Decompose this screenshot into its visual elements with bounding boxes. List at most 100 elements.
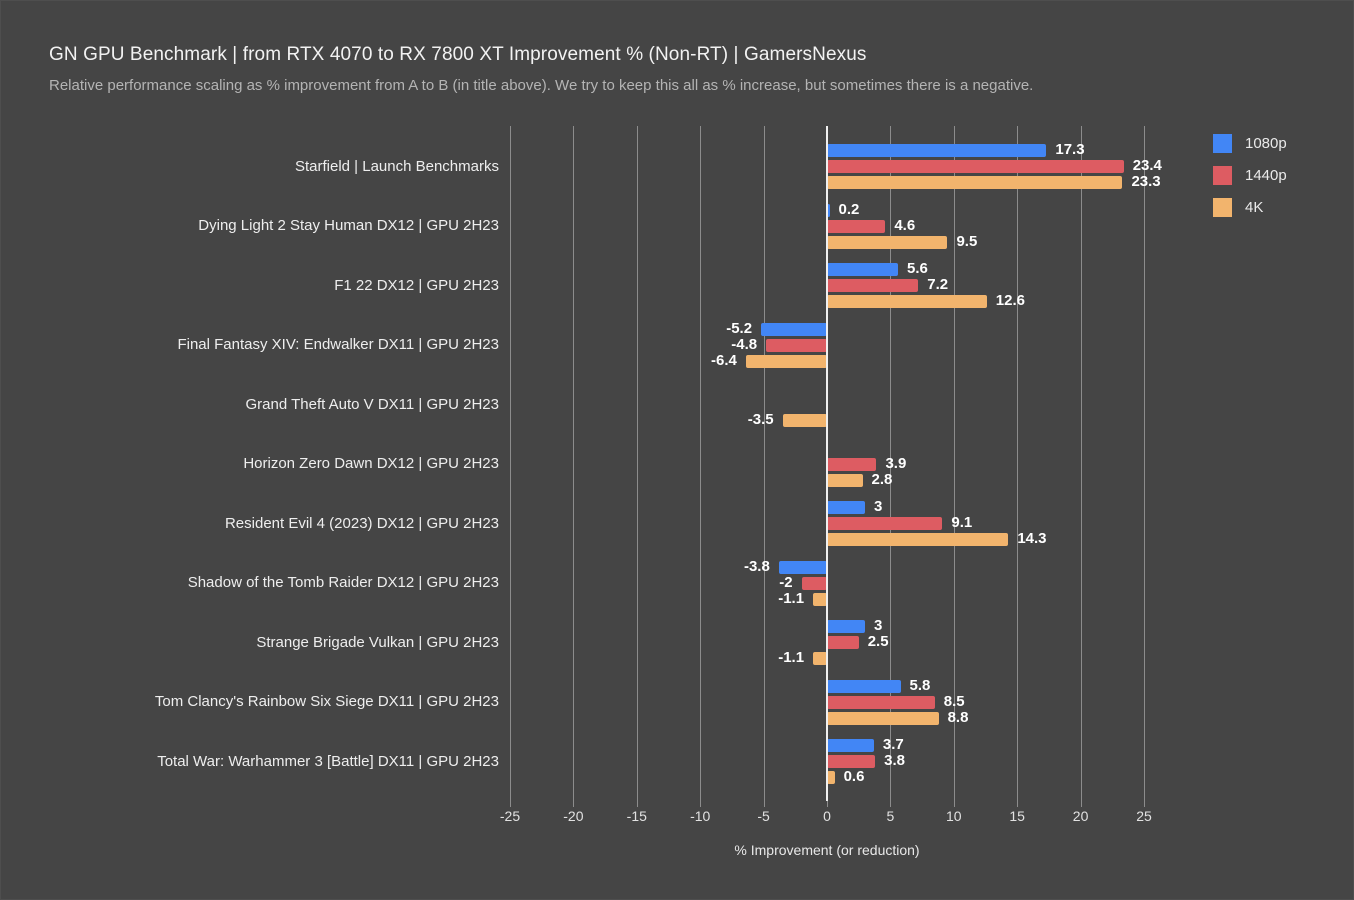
bar-1440p[interactable]: [766, 338, 827, 352]
category-label: Total War: Warhammer 3 [Battle] DX11 | G…: [157, 752, 499, 770]
legend-item-4k[interactable]: 4K: [1213, 191, 1343, 223]
bar-value-label: -1.1: [778, 589, 805, 607]
bar-1440p[interactable]: [827, 457, 877, 471]
bar-value-label: 3: [874, 498, 883, 515]
bar-value-label: 3.8: [884, 752, 906, 769]
x-axis-label: % Improvement (or reduction): [734, 842, 920, 858]
bar-1440p[interactable]: [827, 695, 935, 709]
bar-4k[interactable]: [827, 235, 948, 249]
bar-value-label: 0.2: [838, 200, 860, 218]
bar-1080p[interactable]: [778, 560, 827, 574]
x-tick-mark: [890, 801, 892, 807]
bar-value-label: 9.5: [956, 232, 978, 250]
x-tick-label: 25: [1136, 808, 1152, 824]
bar-1440p[interactable]: [827, 219, 886, 233]
bar-1080p[interactable]: [827, 263, 898, 276]
legend-item-label: 4K: [1245, 198, 1264, 216]
bar-1080p[interactable]: [827, 620, 866, 633]
x-tick-mark: [1080, 801, 1082, 807]
x-tick-label: -5: [757, 808, 770, 824]
bar-value-label: 7.2: [927, 276, 949, 293]
bar-value-label: 17.3: [1055, 141, 1085, 158]
category-label: Final Fantasy XIV: Endwalker DX11 | GPU …: [177, 336, 499, 353]
bar-value-label: -4.8: [731, 335, 758, 353]
x-tick-label: -25: [499, 808, 521, 824]
legend-item-label: 1440p: [1245, 166, 1287, 184]
gridline: [1017, 126, 1019, 801]
legend-swatch-icon: [1213, 165, 1232, 185]
plot-area: -25 -20 -15 -10 -5 0 5 10 15 20 25 % Improvement (o…: [500, 126, 1162, 858]
x-tick-mark: [510, 801, 511, 807]
legend-item-1080p[interactable]: 1080p: [1213, 127, 1343, 159]
bar-1440p[interactable]: [827, 755, 876, 768]
legend-swatch-icon: [1213, 197, 1232, 217]
category-label: Shadow of the Tomb Raider DX12 | GPU 2H2…: [187, 574, 499, 591]
bar-1080p[interactable]: [827, 739, 874, 752]
x-tick-mark: [636, 801, 638, 807]
category-label: Resident Evil 4 (2023) DX12 | GPU 2H23: [224, 514, 499, 532]
x-tick-mark: [1017, 801, 1019, 807]
bar-1080p[interactable]: [827, 144, 1047, 157]
x-tick-label: 20: [1072, 808, 1089, 824]
bar-value-label: 0.6: [843, 768, 865, 785]
bar-1440p[interactable]: [827, 517, 943, 530]
bar-value-label: -5.2: [726, 319, 753, 337]
bar-value-label: -6.4: [711, 351, 737, 369]
bar-4k[interactable]: [813, 592, 827, 606]
gridline: [953, 126, 955, 801]
bar-1080p[interactable]: [761, 322, 827, 336]
bar-value-label: 12.6: [995, 292, 1025, 309]
x-tick-label: -20: [563, 808, 584, 824]
x-tick-label: 0: [823, 808, 831, 824]
bar-value-label: 23.3: [1131, 173, 1161, 190]
bar-value-label: 2.5: [867, 633, 889, 650]
bar-value-label: 2.8: [871, 470, 893, 488]
bar-1440p[interactable]: [827, 636, 859, 649]
gridline: [700, 126, 702, 801]
gridline: [1080, 126, 1082, 801]
bar-1080p[interactable]: [827, 501, 866, 514]
x-tick-mark: [700, 801, 702, 807]
bar-value-label: 3.9: [885, 454, 907, 472]
bar-4k[interactable]: [813, 652, 827, 665]
legend-swatch-icon: [1213, 133, 1232, 153]
zero-axis-line: [826, 126, 828, 801]
chart-subtitle: Relative performance scaling as % improv…: [49, 77, 1034, 94]
x-tick-mark: [1144, 801, 1145, 807]
bar-value-label: 8.5: [943, 692, 965, 710]
bar-1440p[interactable]: [827, 160, 1124, 173]
bar-1080p[interactable]: [827, 679, 901, 693]
gridline: [636, 126, 638, 801]
category-label: Dying Light 2 Stay Human DX12 | GPU 2H23: [198, 217, 499, 234]
bar-value-label: 8.8: [947, 708, 969, 726]
x-tick-mark: [953, 801, 955, 807]
bar-4k[interactable]: [827, 295, 987, 308]
bar-value-label: 4.6: [894, 216, 916, 234]
legend-item-1440p[interactable]: 1440p: [1213, 159, 1343, 191]
bar-4k[interactable]: [827, 711, 939, 725]
bar-value-label: 3: [874, 617, 883, 634]
category-label: Grand Theft Auto V DX11 | GPU 2H23: [245, 395, 499, 413]
x-tick-label: 10: [946, 808, 962, 824]
gridline: [573, 126, 575, 801]
category-label: F1 22 DX12 | GPU 2H23: [334, 276, 499, 294]
bar-4k[interactable]: [827, 473, 863, 487]
x-tick-label: -15: [626, 808, 647, 824]
bar-4k[interactable]: [827, 771, 835, 784]
bar-1440p[interactable]: [801, 576, 827, 590]
bar-value-label: 5.6: [907, 260, 928, 277]
bar-1440p[interactable]: [827, 279, 919, 292]
category-label: Tom Clancy's Rainbow Six Siege DX11 | GP…: [154, 693, 499, 710]
gridline: [1144, 126, 1145, 801]
bar-4k[interactable]: [782, 414, 827, 427]
bar-value-label: 5.8: [909, 676, 931, 694]
category-label: Strange Brigade Vulkan | GPU 2H23: [256, 633, 499, 651]
bar-4k[interactable]: [827, 176, 1123, 189]
bar-value-label: -3.5: [747, 411, 774, 428]
bar-4k[interactable]: [827, 533, 1009, 546]
x-tick-label: -10: [690, 808, 711, 824]
bar-1080p[interactable]: [827, 203, 830, 217]
bar-4k[interactable]: [745, 354, 827, 368]
x-tick-label: 5: [886, 808, 895, 824]
